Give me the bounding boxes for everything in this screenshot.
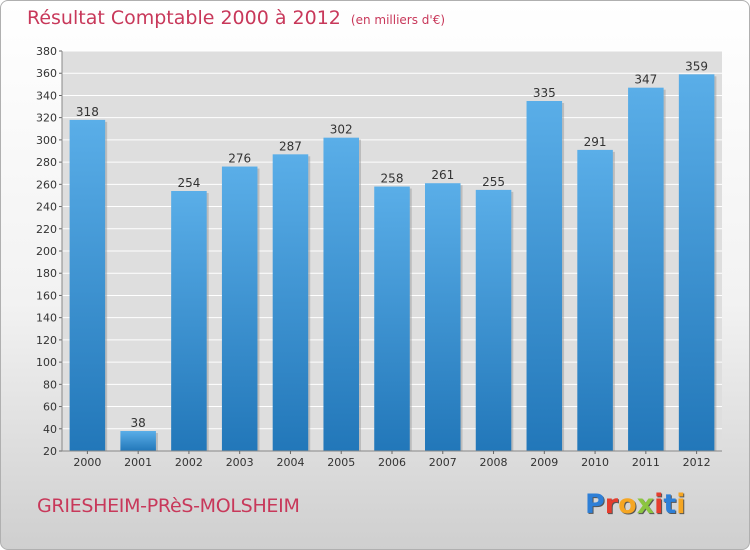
y-tick-label: 240 <box>36 201 57 214</box>
y-tick-label: 300 <box>36 134 57 147</box>
x-tick-label: 2008 <box>480 456 508 469</box>
y-tick-label: 80 <box>43 378 57 391</box>
y-tick-label: 220 <box>36 223 57 236</box>
bar <box>323 137 359 451</box>
chart-subtitle: (en milliers d'€) <box>350 13 446 27</box>
bar <box>425 183 461 451</box>
y-tick-label: 380 <box>36 45 57 58</box>
x-tick-label: 2003 <box>226 456 254 469</box>
data-label: 38 <box>131 416 146 430</box>
y-tick-label: 200 <box>36 245 57 258</box>
logo-letter: r <box>604 489 619 520</box>
data-label: 255 <box>482 175 505 189</box>
data-label: 291 <box>584 135 607 149</box>
bar <box>171 191 207 451</box>
proxiti-logo: Proxiti <box>585 489 686 520</box>
x-tick-label: 2007 <box>429 456 457 469</box>
data-label: 359 <box>685 59 708 73</box>
bar <box>69 119 106 451</box>
axes: 20 40 60 80 100 120 140 160 180 200 220 240 260 280 30… <box>36 45 722 469</box>
bar <box>221 166 258 452</box>
logo-letter: i <box>654 489 664 520</box>
logo-letter: t <box>663 489 677 520</box>
bar <box>120 431 156 451</box>
commune-name: GRIESHEIM-PRèS-MOLSHEIM <box>37 495 300 517</box>
data-label: 258 <box>381 172 404 186</box>
x-tick-label: 2006 <box>378 456 406 469</box>
data-label: 302 <box>330 123 353 137</box>
data-label: 276 <box>228 152 251 166</box>
data-label: 347 <box>634 73 657 87</box>
y-tick-label: 260 <box>36 178 57 191</box>
bar <box>577 149 613 451</box>
y-tick-label: 100 <box>36 356 57 369</box>
bars: 318 38 254 276 287 302 258 261 255 335 291 347 359 <box>69 59 717 452</box>
bar <box>678 74 715 451</box>
bar <box>628 87 664 452</box>
y-tick-label: 360 <box>36 67 57 80</box>
y-tick-label: 140 <box>36 312 57 325</box>
y-tick-label: 320 <box>36 112 57 125</box>
x-tick-label: 2005 <box>327 456 355 469</box>
data-label: 318 <box>76 105 99 119</box>
bar <box>272 154 309 452</box>
y-tick-label: 20 <box>43 445 57 458</box>
logo-letter: o <box>618 489 637 520</box>
bar <box>475 189 512 451</box>
x-tick-label: 2000 <box>73 456 101 469</box>
x-tick-label: 2011 <box>632 456 660 469</box>
data-label: 261 <box>431 168 454 182</box>
x-tick-label: 2004 <box>276 456 304 469</box>
y-tick-label: 120 <box>36 334 57 347</box>
chart-title: Résultat Comptable 2000 à 2012 (en millie… <box>27 7 445 29</box>
y-tick-label: 60 <box>43 401 57 414</box>
logo-letter: i <box>676 489 686 520</box>
x-tick-label: 2010 <box>581 456 609 469</box>
chart-title-text: Résultat Comptable 2000 à 2012 <box>27 7 341 29</box>
x-tick-label: 2009 <box>530 456 558 469</box>
y-tick-label: 280 <box>36 156 57 169</box>
x-tick-label: 2002 <box>175 456 203 469</box>
y-tick-label: 180 <box>36 267 57 280</box>
bar <box>374 186 410 452</box>
logo-letter: P <box>585 489 605 520</box>
x-tick-label: 2001 <box>124 456 152 469</box>
data-label: 254 <box>177 176 200 190</box>
y-tick-label: 340 <box>36 89 57 102</box>
logo-letter: x <box>636 489 655 520</box>
data-label: 335 <box>533 86 556 100</box>
y-tick-label: 160 <box>36 289 57 302</box>
bar <box>526 101 563 451</box>
data-label: 287 <box>279 139 302 153</box>
x-tick-label: 2012 <box>683 456 711 469</box>
y-tick-label: 40 <box>43 423 57 436</box>
